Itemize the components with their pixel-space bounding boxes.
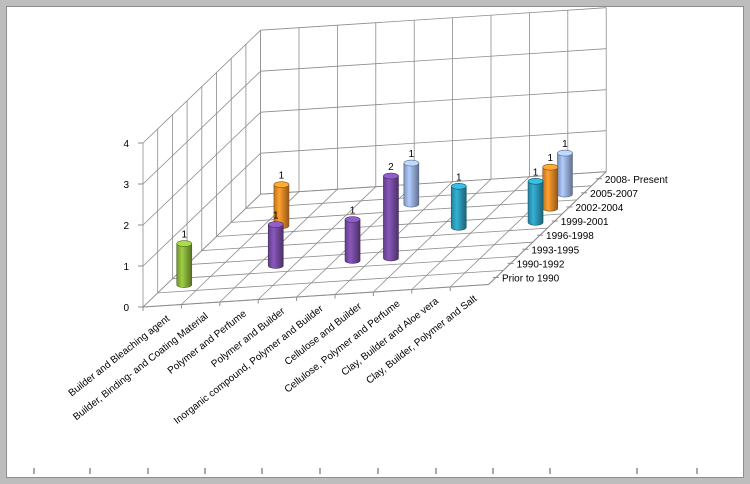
y-tick-label: 2 bbox=[123, 221, 129, 232]
data-label: 1 bbox=[350, 206, 356, 217]
data-label: 1 bbox=[533, 167, 539, 178]
series-label: 2008- Present bbox=[605, 175, 668, 186]
bar-top bbox=[527, 178, 544, 185]
y-tick-label: 1 bbox=[123, 262, 129, 273]
bar-top bbox=[176, 240, 193, 247]
bar-top bbox=[273, 181, 290, 188]
series-label: 2002-2004 bbox=[575, 203, 623, 214]
bar-body bbox=[344, 219, 361, 264]
data-label: 1 bbox=[181, 230, 187, 241]
bar-top bbox=[344, 216, 361, 223]
y-tick-label: 4 bbox=[123, 139, 129, 150]
y-tick-label: 0 bbox=[123, 303, 129, 314]
bar bbox=[176, 240, 193, 288]
series-label: 1993-1995 bbox=[531, 245, 579, 256]
bar-body bbox=[383, 175, 399, 262]
floor-line bbox=[157, 270, 504, 294]
bar bbox=[383, 172, 399, 262]
back-wall-gridline bbox=[260, 89, 607, 113]
bar-body bbox=[527, 181, 544, 226]
data-label: 1 bbox=[562, 139, 568, 150]
side-wall-gridline bbox=[142, 111, 261, 226]
series-label: 1999-2001 bbox=[561, 217, 609, 228]
bar bbox=[450, 183, 467, 231]
side-wall-gridline bbox=[142, 152, 261, 267]
bar-top bbox=[403, 159, 420, 167]
bar-body bbox=[542, 166, 559, 212]
y-tick-label: 3 bbox=[123, 180, 129, 191]
bar-top bbox=[383, 172, 399, 180]
bar-body bbox=[557, 152, 573, 198]
bar bbox=[267, 221, 284, 269]
bars bbox=[176, 149, 573, 288]
bar bbox=[542, 163, 559, 212]
floor-line bbox=[201, 227, 548, 251]
back-wall-gridline bbox=[260, 48, 607, 72]
bar-top bbox=[542, 163, 559, 171]
series-label: Prior to 1990 bbox=[502, 273, 560, 284]
bar bbox=[527, 178, 544, 226]
bottom-ticks bbox=[33, 468, 698, 474]
bar-body bbox=[403, 162, 420, 208]
side-wall-gridline bbox=[142, 29, 261, 144]
series-axis: Prior to 1990 1990-1992 1993-1995 1996-1998… bbox=[492, 175, 668, 284]
data-label: 1 bbox=[279, 171, 285, 182]
side-wall-gridline bbox=[142, 70, 261, 185]
floor-line bbox=[172, 255, 519, 280]
front-axis-line bbox=[142, 284, 489, 308]
data-label: 1 bbox=[547, 153, 553, 164]
bar bbox=[344, 216, 361, 264]
series-label: 1990-1992 bbox=[517, 259, 565, 270]
back-wall-gridline bbox=[260, 130, 607, 154]
data-label: 1 bbox=[456, 172, 462, 183]
bar-top bbox=[267, 221, 284, 228]
back-wall-gridline bbox=[260, 7, 607, 31]
depth-axis-line bbox=[488, 171, 607, 285]
data-label: 1 bbox=[273, 211, 279, 222]
bar bbox=[557, 149, 573, 198]
data-label: 1 bbox=[409, 149, 415, 160]
y-axis: 0 1 2 3 4 bbox=[123, 139, 143, 314]
data-label: 2 bbox=[388, 162, 394, 173]
bar-body bbox=[176, 243, 193, 288]
bar-body bbox=[267, 224, 284, 269]
bar-top bbox=[557, 149, 573, 157]
series-label: 1996-1998 bbox=[546, 231, 594, 242]
bar-body bbox=[450, 186, 467, 231]
series-label: 2005-2007 bbox=[590, 189, 638, 200]
bar-top bbox=[450, 183, 467, 190]
bar bbox=[403, 159, 420, 208]
